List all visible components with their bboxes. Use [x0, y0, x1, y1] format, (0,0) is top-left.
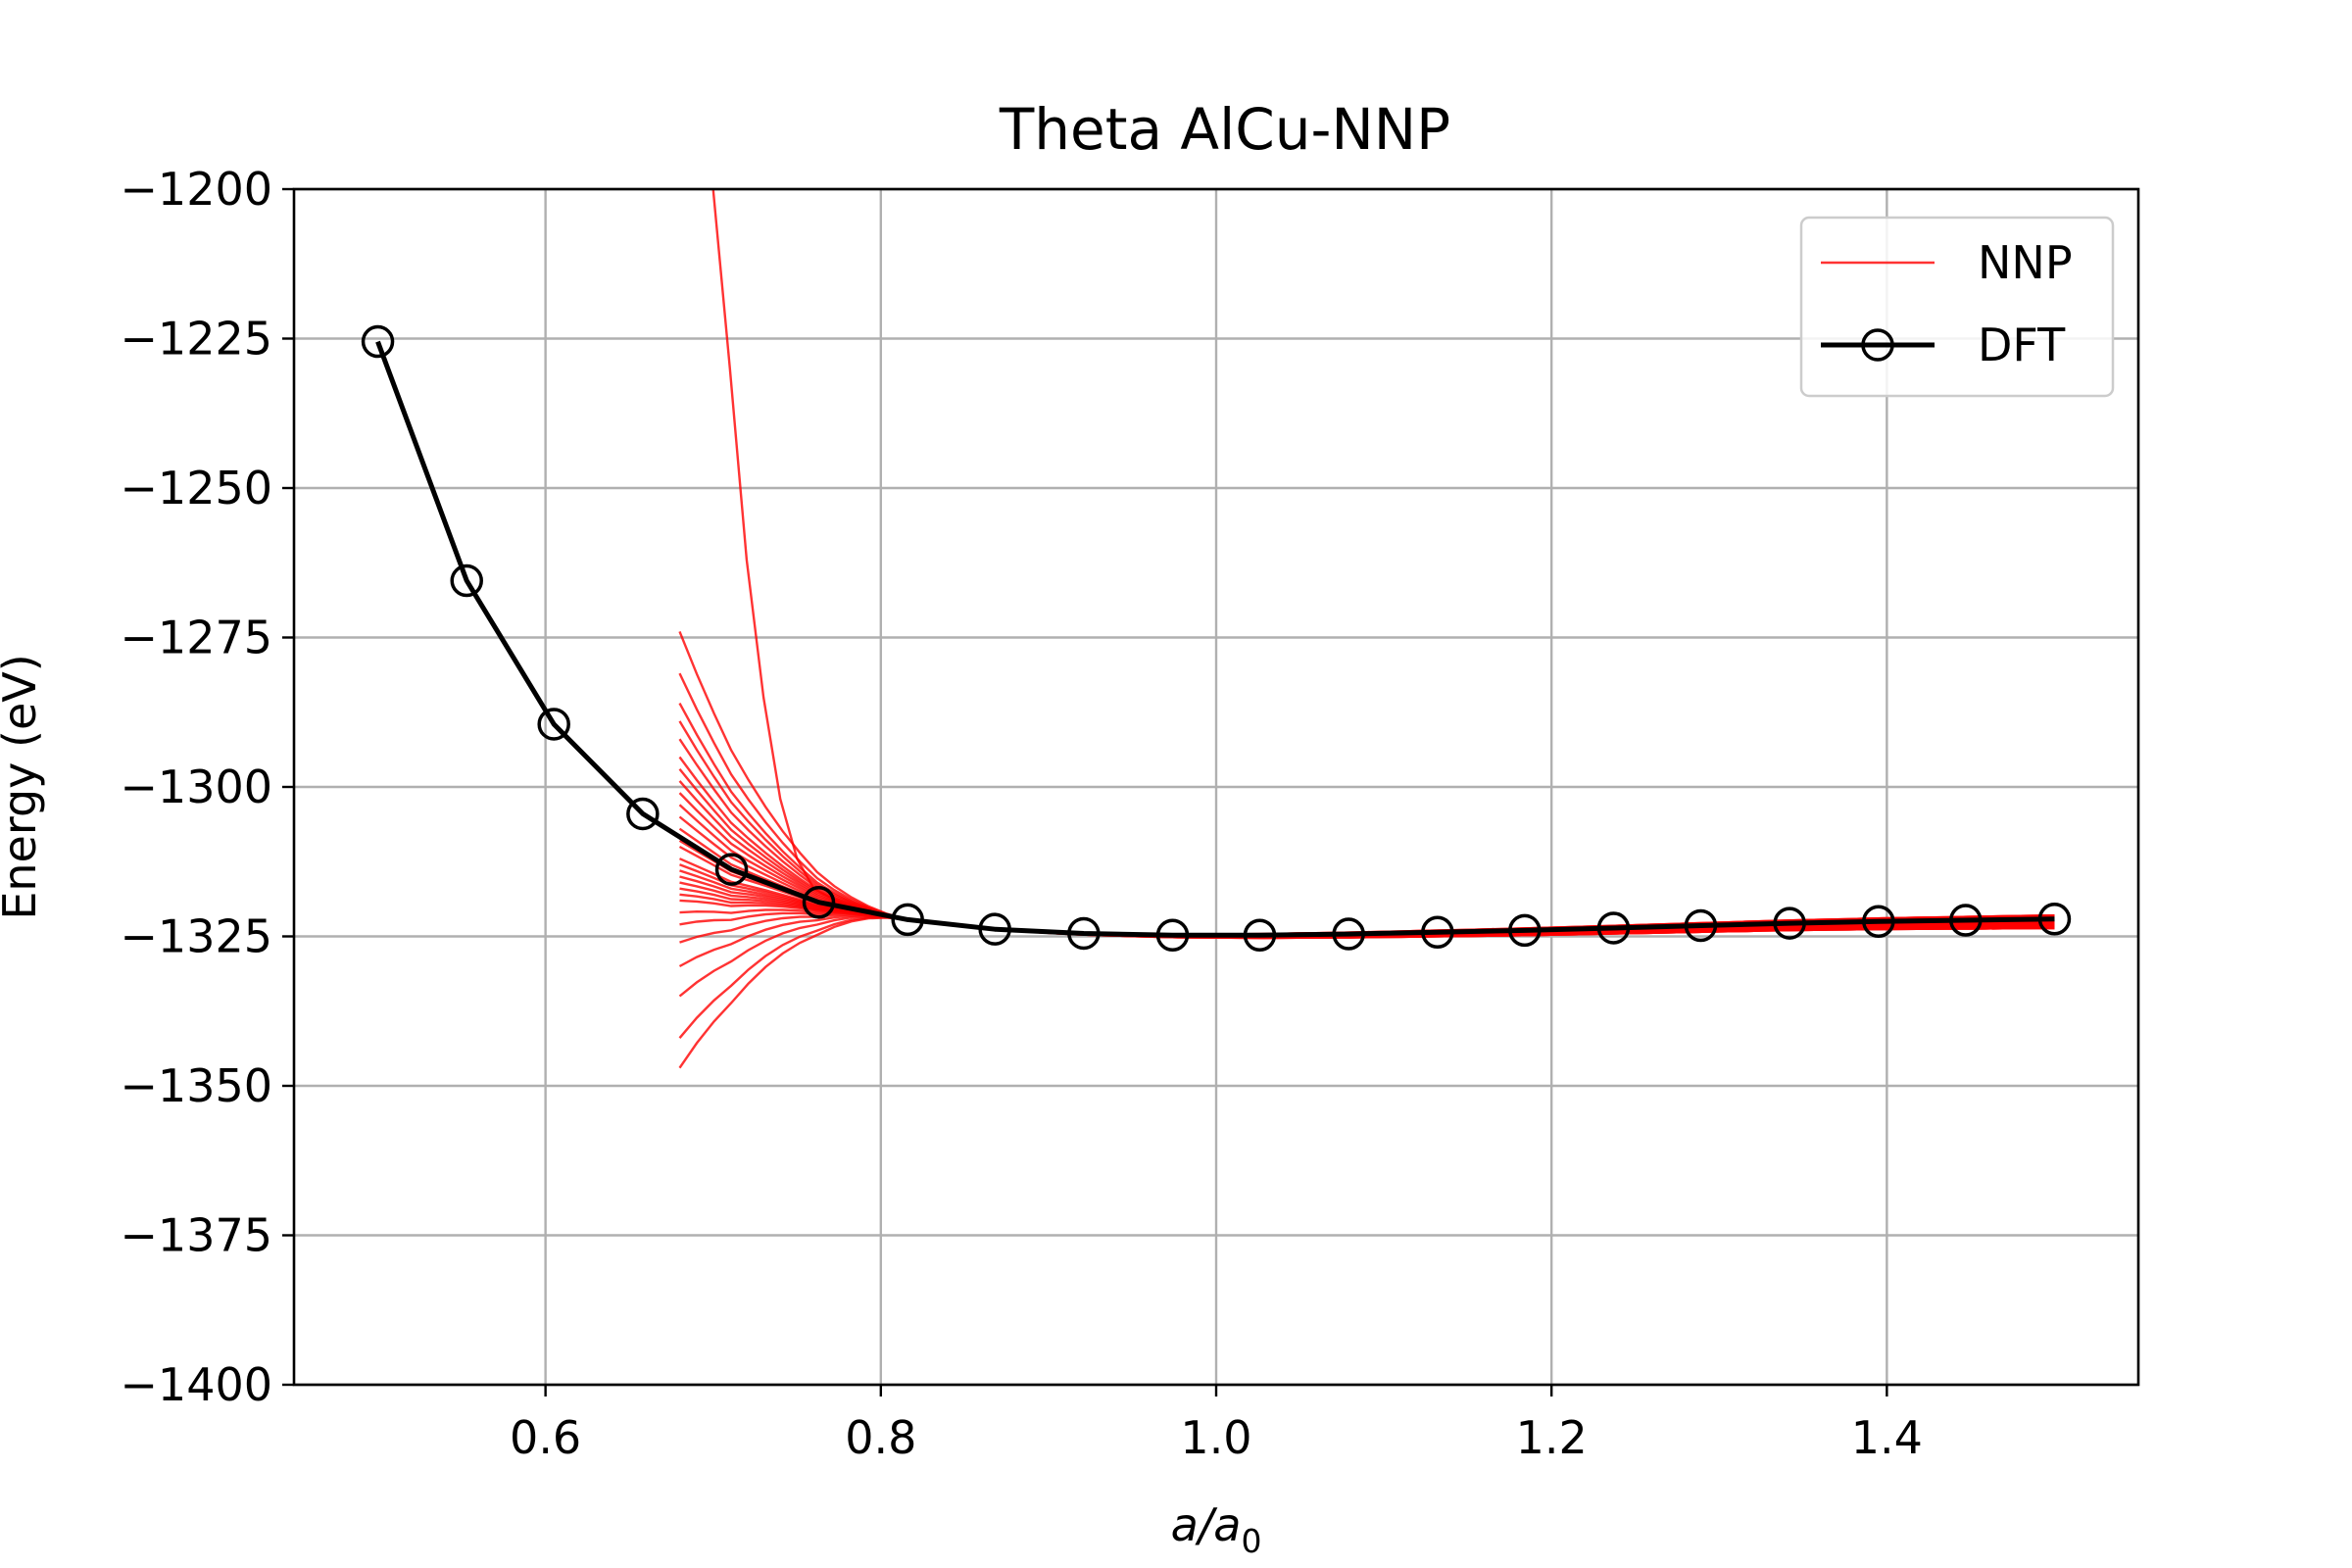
dft-marker-1 [450, 564, 483, 598]
dft-marker-19 [2037, 903, 2072, 936]
legend: NNP DFT [1799, 216, 2115, 398]
y-tick-label-1: −1225 [120, 313, 272, 366]
dft-marker-12 [1421, 915, 1454, 949]
x-axis-label: a/a0 [1171, 1498, 1262, 1560]
dft-marker-15 [1684, 908, 1718, 943]
x-tick-label-1: 0.8 [845, 1411, 916, 1464]
y-tick-label-7: −1375 [120, 1209, 272, 1262]
legend-nnp-label: NNP [1978, 236, 2073, 289]
y-tick-label-5: −1325 [120, 910, 272, 963]
dft-marker-0 [361, 324, 395, 359]
dft-marker-14 [1596, 911, 1631, 945]
y-tick-label-6: −1350 [120, 1059, 272, 1112]
y-tick-label-3: −1275 [120, 612, 272, 664]
x-axis: 0.6 0.8 1.0 1.2 1.4 [510, 1385, 1923, 1464]
legend-dft-marker [1861, 328, 1894, 362]
y-axis-label: Energy (eV) [0, 654, 46, 919]
x-tick-label-3: 1.2 [1516, 1411, 1588, 1464]
dft-marker-7 [978, 912, 1011, 946]
x-tick-label-0: 0.6 [510, 1411, 581, 1464]
dft-marker-6 [891, 903, 924, 937]
x-axis-label-base: a/a [1171, 1498, 1242, 1551]
dft-marker-17 [1862, 905, 1895, 938]
chart-title: Theta AlCu-NNP [999, 96, 1450, 163]
dft-marker-11 [1332, 917, 1365, 951]
x-axis-label-subscript: 0 [1241, 1522, 1261, 1560]
y-tick-label-0: −1200 [120, 163, 272, 216]
dft-series [361, 324, 2072, 953]
dft-marker-5 [802, 885, 836, 919]
y-tick-label-2: −1250 [120, 462, 272, 514]
y-axis: −1200 −1225 −1250 −1275 −1300 −1325 −1350 −1375… [120, 163, 294, 1411]
dft-marker-13 [1508, 913, 1542, 948]
y-tick-label-4: −1300 [120, 760, 272, 813]
dft-marker-16 [1773, 906, 1806, 940]
y-tick-label-8: −1400 [120, 1358, 272, 1411]
dft-marker-8 [1067, 916, 1101, 951]
dft-marker-9 [1155, 918, 1190, 953]
x-tick-label-4: 1.4 [1851, 1411, 1923, 1464]
dft-marker-18 [1949, 904, 1983, 937]
x-tick-label-2: 1.0 [1180, 1411, 1251, 1464]
dft-marker-10 [1243, 918, 1277, 953]
dft-marker-4 [714, 853, 749, 886]
dft-marker-3 [626, 797, 660, 831]
dft-marker-2 [537, 708, 570, 741]
legend-dft-label: DFT [1978, 318, 2066, 371]
